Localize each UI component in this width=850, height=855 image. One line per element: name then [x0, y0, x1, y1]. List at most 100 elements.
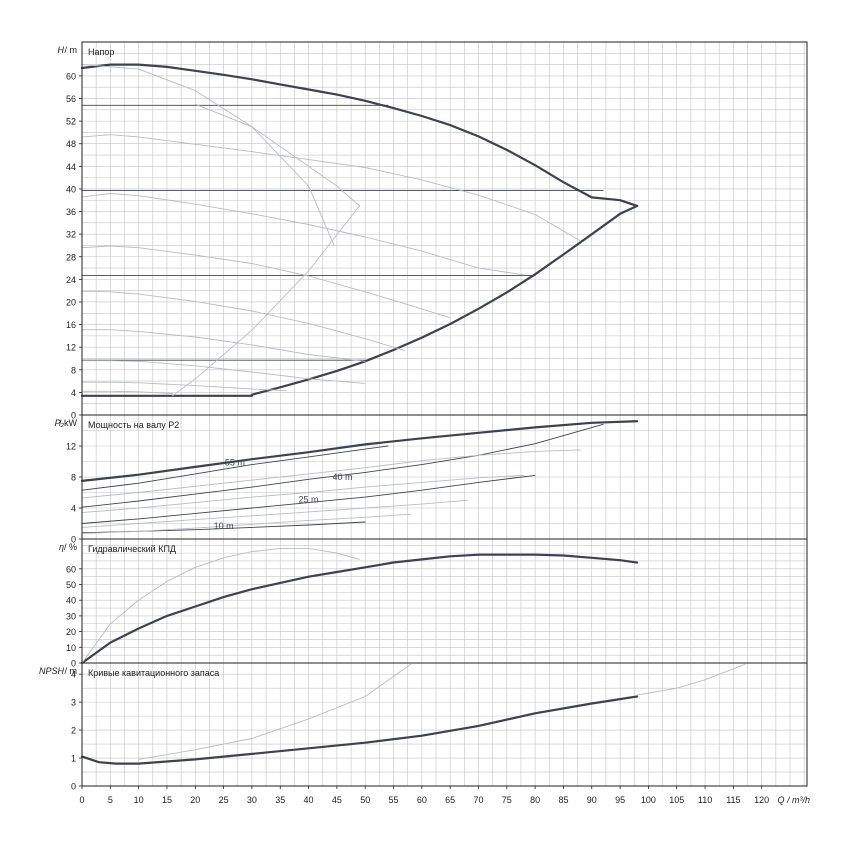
curve-right-boundary: [250, 204, 639, 396]
y-tick-label: 8: [71, 473, 76, 483]
curve-npsh-main: [80, 695, 639, 765]
curve-reduced-8: [81, 390, 174, 394]
y-axis-unit: / m: [65, 666, 78, 676]
x-tick-label: 115: [726, 795, 740, 805]
panel-title: Напор: [88, 47, 114, 57]
y-tick-label: 4: [71, 388, 76, 398]
curve-reduced-5: [81, 329, 366, 362]
y-tick-label: 30: [66, 611, 76, 621]
y-tick-label: 0: [71, 535, 76, 545]
y-tick-label: 12: [66, 343, 76, 353]
y-tick-label: 4: [71, 504, 76, 514]
curve-p-40: [81, 423, 604, 508]
y-tick-label: 8: [71, 365, 76, 375]
x-tick-label: 75: [502, 795, 512, 805]
x-tick-label: 40: [304, 795, 314, 805]
curve-p-max: [80, 420, 639, 482]
curve-p-25: [81, 474, 536, 524]
curve-max-curve: [80, 63, 639, 207]
x-tick-label: 90: [587, 795, 597, 805]
curve-annotation: 55 m: [225, 457, 245, 467]
x-tick-label: 70: [473, 795, 483, 805]
y-tick-label: 2: [71, 726, 76, 736]
curve-eff-light: [81, 547, 360, 664]
y-tick-label: 3: [71, 698, 76, 708]
y-tick-label: 40: [66, 184, 76, 194]
y-axis-unit: / %: [64, 542, 77, 552]
x-tick-label: 95: [615, 795, 625, 805]
curve-sweep-1: [81, 64, 335, 246]
x-tick-label: 85: [558, 795, 568, 805]
y-tick-label: 28: [66, 252, 76, 262]
y-tick-label: 0: [71, 411, 76, 421]
x-tick-label: 65: [445, 795, 455, 805]
y-tick-label: 10: [66, 643, 76, 653]
x-tick-label: 80: [530, 795, 540, 805]
y-tick-label: 52: [66, 117, 76, 127]
y-tick-label: 16: [66, 320, 76, 330]
curve-annotation: 10 m: [214, 521, 234, 531]
y-tick-label: 60: [66, 564, 76, 574]
y-tick-label: 0: [71, 782, 76, 792]
y-tick-label: 4: [71, 670, 76, 680]
curve-eff-main: [80, 553, 639, 665]
y-axis-unit: / kW: [59, 418, 78, 428]
y-tick-label: 36: [66, 207, 76, 217]
curve-reduced-4: [81, 290, 406, 352]
y-axis-symbol: NPSH: [39, 666, 65, 676]
x-tick-label: 5: [108, 795, 113, 805]
curve-annotation: 25 m: [299, 495, 319, 505]
frame: [79, 41, 808, 789]
y-tick-label: 1: [71, 754, 76, 764]
x-tick-label: 55: [389, 795, 399, 805]
y-tick-label: 32: [66, 230, 76, 240]
y-tick-label: 24: [66, 275, 76, 285]
y-tick-label: 12: [66, 442, 76, 452]
x-tick-label: 100: [641, 795, 656, 805]
x-tick-label: 15: [162, 795, 172, 805]
y-axis-symbol: H: [58, 45, 65, 55]
curve-p-light-1: [81, 449, 581, 499]
curve-sweep-3: [172, 205, 360, 397]
curve-npsh-light-1: [138, 663, 411, 760]
panel-title: Гидравлический КПД: [88, 544, 176, 554]
x-tick-label: 30: [247, 795, 257, 805]
x-tick-label: 50: [360, 795, 370, 805]
curve-npsh-light-2: [636, 663, 746, 696]
curve-reduced-2: [81, 193, 525, 276]
x-tick-label: 45: [332, 795, 342, 805]
curve-reduced-3: [81, 245, 451, 319]
curve-p-light-4: [81, 513, 411, 535]
curve-p-55: [81, 445, 389, 491]
x-axis-label: Q / m³/h: [777, 795, 810, 805]
x-tick-label: 0: [79, 795, 84, 805]
panel-frame: [81, 41, 808, 416]
x-tick-label: 60: [417, 795, 427, 805]
x-tick-label: 105: [669, 795, 684, 805]
y-tick-label: 44: [66, 162, 76, 172]
curve-reduced-6: [81, 360, 366, 384]
curve-reduced-1: [81, 134, 581, 242]
y-tick-label: 56: [66, 94, 76, 104]
y-tick-label: 0: [71, 659, 76, 669]
grid: [82, 42, 807, 786]
y-tick-label: 48: [66, 139, 76, 149]
curve-sweep-2: [194, 103, 360, 207]
curve-p-light-3: [81, 499, 468, 528]
curve-p-light-2: [81, 474, 525, 514]
y-axis-symbol: P₂: [55, 418, 65, 428]
x-tick-label: 25: [219, 795, 229, 805]
panel-frame: [81, 662, 808, 787]
curve-annotation: 40 m: [333, 472, 353, 482]
x-tick-label: 10: [134, 795, 144, 805]
x-tick-label: 20: [190, 795, 200, 805]
panel-title: Мощность на валу P2: [88, 420, 179, 430]
y-tick-label: 20: [66, 627, 76, 637]
curves: [80, 63, 746, 765]
x-tick-label: 35: [275, 795, 285, 805]
y-tick-label: 20: [66, 297, 76, 307]
y-tick-label: 40: [66, 596, 76, 606]
